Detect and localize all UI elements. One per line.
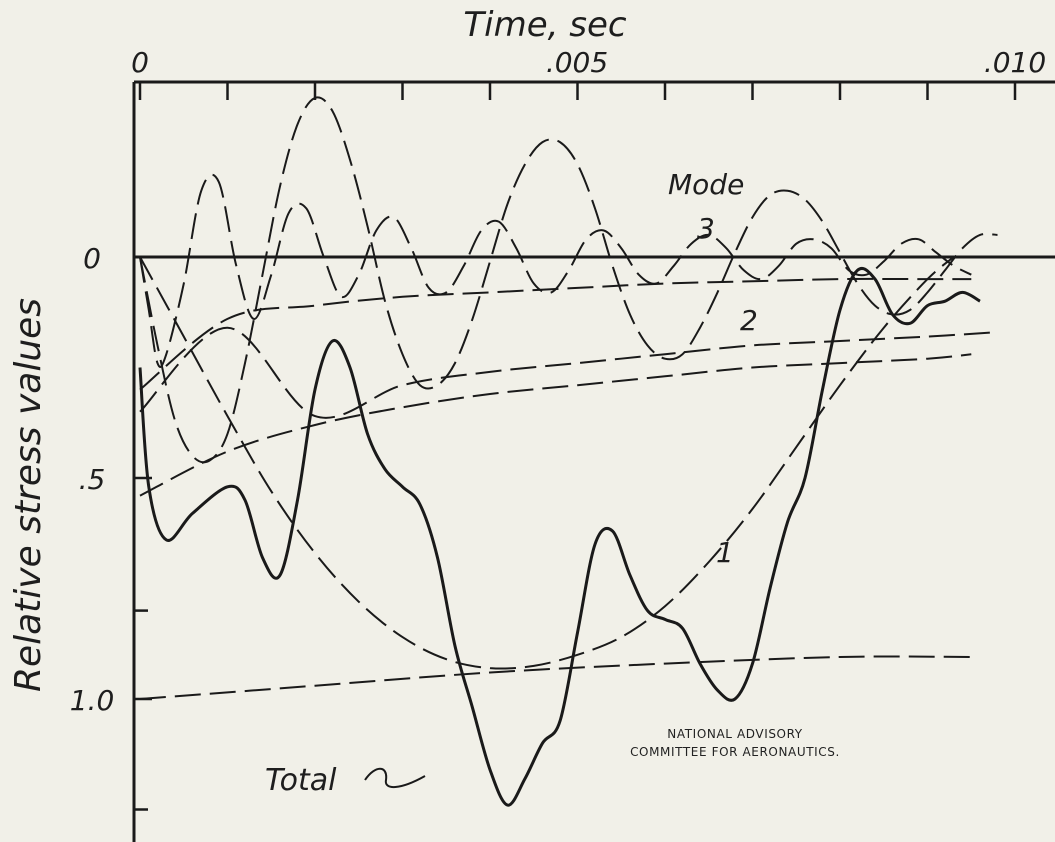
credit-line-1: NATIONAL ADVISORY (667, 727, 802, 741)
y-tick-label-0: 0 (83, 242, 101, 275)
total-label: Total (265, 763, 337, 798)
x-axis-title: Time, sec (463, 5, 627, 45)
mode-label-2: 2 (740, 304, 758, 337)
series-layer (138, 96, 998, 807)
legend-title-mode: Mode (668, 168, 744, 201)
series-line-total (138, 266, 981, 807)
series-line-2-envelope (139, 326, 998, 419)
series-line-1 (139, 256, 955, 670)
mode-label-1: 1 (716, 536, 734, 569)
series-line-steady (139, 655, 972, 700)
y-axis-title: Relative stress values (8, 298, 49, 692)
series-line-3-envelope (139, 277, 972, 391)
y-tick-label-10: 1.0 (70, 684, 115, 717)
total-leader-arrow (364, 767, 426, 788)
mode-label-3: 3 (697, 212, 715, 245)
ticks (134, 82, 1017, 811)
series-line-3 (139, 173, 972, 368)
x-tick-label-0: 0 (131, 46, 149, 79)
y-tick-label-05: .5 (79, 463, 106, 496)
series-line-2 (139, 96, 998, 464)
x-tick-label-010: .010 (984, 46, 1046, 79)
series-line-lower-envelope (139, 353, 972, 497)
credit-line-2: COMMITTEE FOR AERONAUTICS. (630, 745, 840, 759)
x-tick-label-005: .005 (546, 46, 608, 79)
